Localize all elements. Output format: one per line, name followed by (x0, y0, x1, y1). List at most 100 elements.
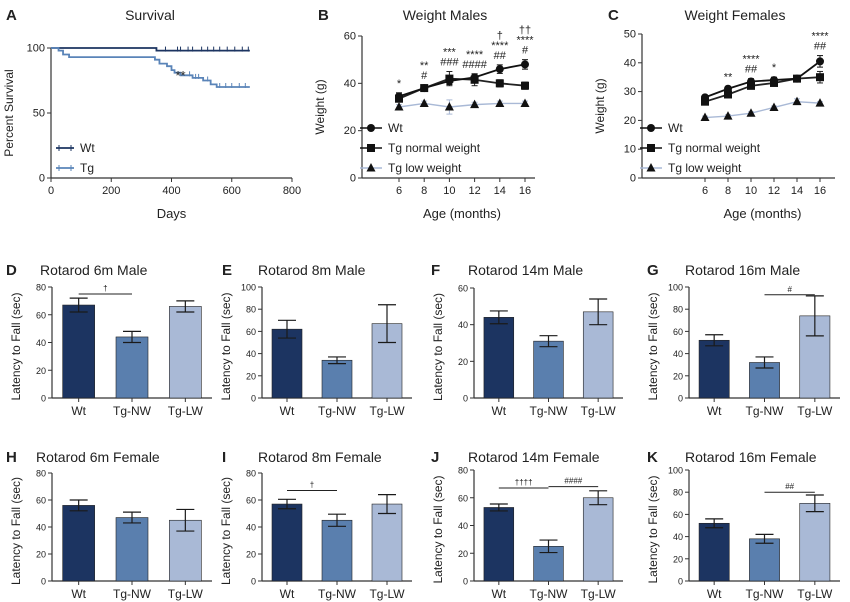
legend-label-lw: Tg low weight (668, 161, 742, 175)
bar-tg-nw (115, 517, 149, 582)
y-tick-label: 60 (246, 327, 256, 337)
y-tick-label: 0 (251, 394, 256, 404)
panel-A-survival: A Survival 0 50 100 0 200 400 600 800 Days Percent … (2, 7, 301, 221)
data-point-circle (470, 73, 479, 82)
x-tick-label: Tg-NW (530, 404, 569, 418)
y-tick-label: 60 (36, 310, 46, 320)
x-tick-label: 8 (421, 185, 427, 197)
y-tick-label: 50 (624, 29, 636, 41)
y-axis-label: Latency to Fall (sec) (219, 292, 233, 400)
x-tick-label: Wt (280, 404, 295, 418)
x-tick-label: Tg-NW (318, 587, 357, 601)
significance-label: ** (420, 60, 429, 72)
significance-label: †† (519, 25, 531, 37)
x-tick-label: 6 (396, 185, 402, 197)
x-tick-label: Tg-LW (168, 587, 204, 601)
data-point-triangle (700, 112, 710, 122)
data-point-square (495, 79, 504, 88)
significance-label: **** (742, 54, 760, 66)
y-tick-label: 0 (463, 577, 468, 587)
panel-label: H (6, 449, 17, 466)
significance-label: **** (466, 49, 484, 61)
x-tick-label: 12 (768, 185, 780, 197)
bar-wt (271, 328, 303, 399)
x-axis-label: Days (157, 206, 187, 221)
y-tick-label: 0 (350, 173, 356, 185)
x-tick-label: 10 (745, 185, 757, 197)
y-tick-label: 20 (673, 554, 683, 564)
panel-G-rotarod: G Rotarod 16m Male 0 20 40 60 80 100 Latency to … (646, 262, 840, 418)
bar-wt (62, 505, 95, 582)
y-tick-label: 40 (246, 523, 256, 533)
bar-wt (483, 507, 515, 582)
y-tick-label: 20 (458, 549, 468, 559)
chart-title: Rotarod 6m Female (36, 449, 160, 465)
panel-B-weight: B Weight Males 0 20 40 60 6 8 10 12 14 16 Age (month… (313, 7, 535, 221)
significance-label: ## (745, 64, 758, 76)
significance-label: ** (724, 71, 733, 83)
y-tick-label: 80 (673, 488, 683, 498)
data-point-circle (445, 76, 454, 85)
significance-label: #### (462, 59, 487, 71)
y-axis-label: Weight (g) (593, 78, 607, 133)
significance-label: # (421, 70, 428, 82)
x-tick-label: Wt (491, 587, 506, 601)
x-tick-label: 400 (162, 185, 180, 197)
bar-tg-lw (169, 306, 202, 399)
chart-title: Rotarod 14m Female (468, 449, 600, 465)
y-tick-label: 80 (36, 283, 46, 293)
panel-label: G (647, 262, 659, 279)
data-point-circle (395, 92, 403, 101)
significance-label: *** (443, 47, 457, 59)
y-tick-label: 0 (41, 577, 46, 587)
significance-label: † (497, 30, 503, 42)
panel-K-rotarod: K Rotarod 16m Female 0 20 40 60 80 100 Latency t… (646, 449, 840, 601)
data-point-triangle (444, 102, 454, 111)
x-tick-label: Tg-LW (369, 587, 405, 601)
y-tick-label: 40 (673, 532, 683, 542)
x-tick-label: 12 (468, 185, 480, 197)
data-point-triangle (394, 102, 404, 111)
legend-marker (646, 163, 656, 172)
x-axis-label: Age (months) (723, 206, 801, 221)
y-tick-label: 20 (673, 371, 683, 381)
x-tick-label: Wt (707, 404, 722, 418)
y-tick-label: 80 (458, 466, 468, 476)
y-axis-label: Latency to Fall (sec) (646, 475, 660, 583)
y-tick-label: 40 (246, 349, 256, 359)
x-tick-label: 14 (791, 185, 803, 197)
chart-title: Rotarod 8m Female (258, 449, 382, 465)
y-tick-label: 40 (458, 320, 468, 330)
significance-label: # (787, 285, 792, 294)
y-tick-label: 0 (463, 394, 468, 404)
series-line-tg (51, 47, 250, 88)
data-point-triangle (769, 102, 779, 111)
panel-D-rotarod: D Rotarod 6m Male 0 20 40 60 80 Latency to Fall… (6, 262, 212, 418)
legend-marker (367, 144, 375, 152)
y-tick-label: 20 (246, 371, 256, 381)
data-point-triangle (723, 111, 733, 120)
y-tick-label: 20 (458, 357, 468, 367)
data-point-circle (420, 84, 429, 93)
series-line-wt (704, 60, 821, 99)
bar-tg-nw (115, 336, 149, 399)
y-tick-label: 60 (246, 496, 256, 506)
significance-label: † (310, 481, 314, 490)
panel-E-rotarod: E Rotarod 8m Male 0 20 40 60 80 100 Latency to F… (219, 262, 412, 418)
x-tick-label: 16 (519, 185, 531, 197)
y-axis-label: Latency to Fall (sec) (219, 477, 233, 585)
y-tick-label: 40 (36, 338, 46, 348)
legend-label-nw: Tg normal weight (668, 141, 761, 155)
significance-label: †††† (515, 478, 533, 487)
series-line-lw (704, 100, 821, 119)
y-tick-label: 100 (27, 43, 45, 55)
y-tick-label: 40 (673, 349, 683, 359)
chart-title: Rotarod 16m Male (685, 262, 800, 278)
bar-tg-lw (371, 503, 403, 582)
data-point-circle (747, 77, 755, 86)
x-tick-label: Wt (71, 587, 86, 601)
x-tick-label: Tg-LW (797, 587, 833, 601)
data-point-triangle (470, 99, 480, 109)
y-tick-label: 40 (458, 521, 468, 531)
bar-tg-nw (321, 519, 353, 582)
